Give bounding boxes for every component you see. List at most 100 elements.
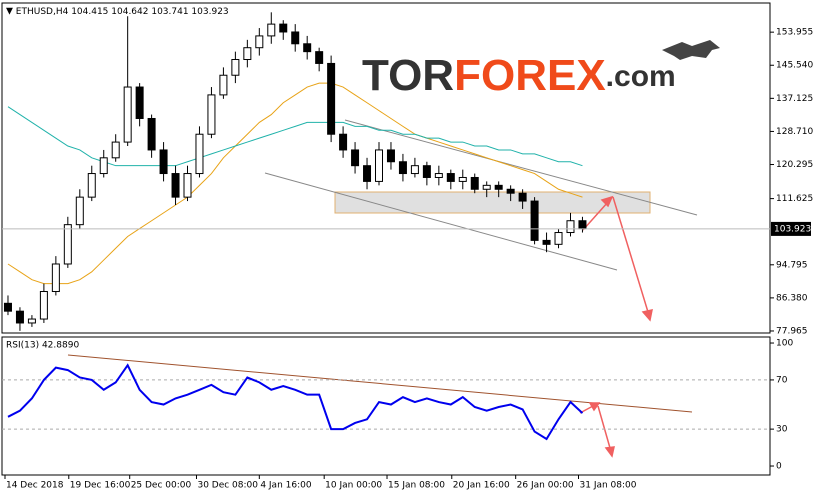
y-tick-label: 145.540 [776,61,813,71]
candle-body [374,149,383,182]
y-tick-label: 120.295 [776,160,813,170]
candle-body [303,43,312,53]
rsi-trendline [67,354,693,413]
arrow [612,196,649,313]
x-tick-label: 19 Dec 16:00 [70,481,131,491]
candle-body [123,86,132,143]
candle-body [3,302,12,312]
candle-body [566,220,575,234]
candle-body [494,184,503,190]
candle-body [446,173,455,182]
forecast-arrows [579,195,653,458]
candle-body [422,165,431,178]
candle-body [482,184,491,190]
last-price-box [771,221,811,236]
arrow-head [641,309,653,322]
watermark-part: .com [606,60,676,93]
candle-body [327,62,336,135]
candle-body [291,31,300,45]
candle-body [470,176,479,190]
candle-body [15,310,24,324]
y-tick-label: 77.965 [776,326,808,336]
candle-body [219,74,228,96]
candle-body [351,149,360,167]
resistance-zone [334,191,651,214]
x-tick-label: 25 Dec 00:00 [131,481,192,491]
x-tick-label: 20 Jan 16:00 [453,481,510,491]
y-tick-label: 100 [776,339,793,349]
y-tick-label: 128.710 [776,127,813,137]
candle-body [171,173,180,198]
candle-body [195,133,204,175]
candle-body [434,173,443,178]
candle-body [398,161,407,175]
watermark-part: TOR [362,51,454,100]
moving-average [7,82,583,285]
candle-body [542,239,551,245]
last-price-label: 103.923 [774,224,811,234]
candle-body [27,318,36,324]
x-tick-label: 4 Jan 16:00 [260,481,312,491]
candle-body [111,141,120,159]
main-title: ▼ ETHUSD,H4 104.415 104.642 103.741 103.… [6,7,229,17]
candle-body [363,165,372,182]
channel-upper [344,119,698,216]
y-tick-label: 86.380 [776,293,808,303]
candle-body [386,149,395,163]
x-tick-label: 31 Jan 08:00 [580,481,637,491]
candle-body [315,51,324,64]
bull-icon [662,40,720,60]
candle-body [410,165,419,175]
arrow [582,201,609,231]
watermark-text: TORFOREX.com [362,51,676,100]
watermark: TORFOREX.com [362,40,720,100]
candle-body [75,196,84,226]
candle-body [135,86,144,119]
y-tick-label: 0 [776,462,782,472]
y-tick-label: 111.625 [776,194,813,204]
rsi-panel [1,336,771,476]
arrow [597,405,611,449]
y-tick-label: 70 [776,375,788,385]
x-tick-label: 30 Dec 08:00 [197,481,258,491]
candle-body [279,23,288,33]
y-tick-label: 137.125 [776,94,813,104]
candle-body [147,117,156,151]
candle-body [506,188,515,194]
candle-body [231,59,240,76]
y-tick-label: 94.795 [776,260,808,270]
x-tick-label: 15 Jan 08:00 [388,481,445,491]
rsi-line [7,363,584,441]
candle-body [554,232,563,245]
arrow-head [600,195,614,208]
candle-body [159,149,168,175]
watermark-part: FOREX [454,51,606,100]
candle-body [207,94,216,135]
candle-body [518,192,527,202]
candle-body [63,224,72,265]
candle-body [267,23,276,37]
candle-body [39,291,48,320]
rsi-title: RSI(13) 42.8890 [6,341,79,351]
y-tick-label: 30 [776,425,788,435]
candle-body [87,173,96,198]
candle-body [530,200,539,241]
candle-body [183,173,192,198]
title-text: ETHUSD,H4 104.415 104.642 103.741 103.92… [16,7,229,17]
candle-body [458,176,467,182]
x-tick-label: 26 Jan 00:00 [517,481,574,491]
arrow-head [604,446,615,458]
channel-lower [264,172,618,271]
candle-body [51,263,60,293]
candle-body [99,157,108,175]
arrow-head [588,402,601,412]
candle-body [578,220,587,230]
candle-body [255,35,264,49]
main-panel [1,2,771,334]
candle-body [339,133,348,151]
x-tick-label: 14 Dec 2018 [6,481,64,491]
candle-body [243,47,252,61]
x-tick-label: 10 Jan 00:00 [325,481,382,491]
